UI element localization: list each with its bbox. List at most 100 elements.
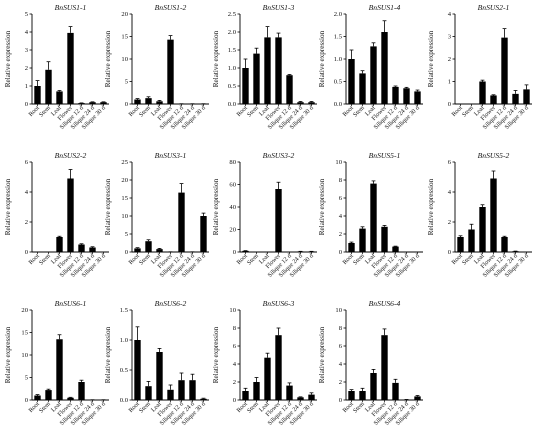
y-axis-label: Relative expression (318, 30, 326, 87)
y-tick-label: 2 (25, 65, 28, 72)
y-tick-label: 5 (125, 231, 129, 238)
y-axis-label: Relative expression (427, 178, 435, 235)
y-tick-label: 0.0 (228, 101, 237, 108)
bar-flower (381, 32, 388, 104)
y-tick-label: 6 (339, 343, 343, 350)
bar-stem (468, 229, 475, 252)
bar-root (242, 250, 249, 252)
bar-silique-24-d (297, 102, 304, 104)
y-tick-label: 0 (233, 397, 237, 404)
bar-silique-30-d (414, 91, 421, 104)
chart-title: BnSUS6-3 (263, 299, 295, 308)
chart-title: BnSUS3-2 (263, 151, 295, 160)
chart-title: BnSUS1-2 (155, 3, 187, 12)
bar-flower (167, 389, 174, 400)
bar-silique-12-d (501, 37, 508, 104)
y-tick-label: 4 (233, 361, 237, 368)
y-tick-label: 0 (339, 249, 343, 256)
bar-silique-12-d (178, 192, 185, 252)
bar-flower (67, 178, 74, 252)
y-tick-label: 0 (125, 249, 129, 256)
bar-leaf (156, 352, 163, 400)
bar-silique-24-d (512, 93, 519, 104)
bar-flower (275, 189, 282, 252)
y-tick-label: 3 (25, 47, 29, 54)
y-tick-label: 2.0 (228, 29, 237, 36)
y-tick-label: 1.0 (120, 337, 129, 344)
y-tick-label: 0 (25, 249, 29, 256)
y-tick-label: 2.0 (334, 11, 343, 18)
bar-leaf (370, 373, 377, 400)
bar-silique-12-d (286, 75, 293, 104)
y-tick-label: 10 (21, 352, 28, 359)
y-tick-label: 15 (121, 34, 128, 41)
bar-stem (45, 390, 52, 400)
bar-silique-30-d (100, 102, 107, 104)
bar-silique-24-d (89, 102, 96, 104)
bar-silique-12-d (78, 382, 85, 400)
y-tick-label: 0.0 (120, 397, 129, 404)
y-tick-label: 10 (121, 56, 128, 63)
bar-root (34, 86, 41, 104)
y-tick-label: 1.5 (120, 307, 129, 314)
y-tick-label: 8 (233, 325, 237, 332)
y-tick-label: 0.5 (334, 79, 343, 86)
y-tick-label: 8 (339, 325, 343, 332)
y-axis-label: Relative expression (4, 326, 12, 383)
y-axis-label: Relative expression (104, 326, 112, 383)
y-tick-label: 4 (448, 189, 452, 196)
y-tick-label: 0.5 (120, 367, 129, 374)
chart-title: BnSUS2-2 (55, 151, 87, 160)
bar-silique-12-d (392, 246, 399, 252)
bar-leaf (56, 91, 63, 104)
y-axis-label: Relative expression (427, 30, 435, 87)
bar-flower (167, 39, 174, 104)
bar-stem (359, 391, 366, 400)
bar-silique-24-d (403, 88, 410, 104)
bar-stem (145, 386, 152, 400)
y-tick-label: 1.5 (228, 47, 237, 54)
y-tick-label: 8 (339, 177, 343, 184)
y-tick-label: 40 (229, 204, 236, 211)
bar-flower (67, 397, 74, 400)
bar-root (134, 99, 141, 104)
chart-title: BnSUS6-1 (55, 299, 87, 308)
y-axis-label: Relative expression (104, 178, 112, 235)
bar-silique-24-d (89, 247, 96, 252)
bar-stem (145, 241, 152, 252)
bar-stem (359, 228, 366, 252)
bar-leaf (479, 207, 486, 252)
y-tick-label: 1.5 (334, 34, 343, 41)
bar-flower (275, 335, 282, 400)
chart-title: BnSUS6-4 (369, 299, 401, 308)
y-tick-label: 2 (448, 56, 451, 63)
bar-leaf (264, 37, 271, 104)
y-tick-label: 0 (25, 397, 29, 404)
bar-stem (145, 98, 152, 104)
bar-silique-12-d (78, 103, 85, 104)
bar-leaf (264, 357, 271, 400)
y-tick-label: 6 (448, 159, 452, 166)
chart-title: BnSUS2-1 (478, 3, 510, 12)
bar-silique-12-d (78, 244, 85, 252)
bar-silique-30-d (200, 398, 207, 400)
bar-flower (381, 226, 388, 252)
bar-flower (490, 95, 497, 104)
y-tick-label: 20 (229, 227, 236, 234)
bar-silique-12-d (286, 385, 293, 400)
y-tick-label: 10 (335, 159, 342, 166)
chart-title: BnSUS5-1 (369, 151, 401, 160)
y-tick-label: 10 (121, 213, 128, 220)
bar-silique-24-d (189, 380, 196, 400)
y-axis-label: Relative expression (212, 178, 220, 235)
y-tick-label: 0 (25, 101, 29, 108)
y-tick-label: 4 (339, 213, 343, 220)
